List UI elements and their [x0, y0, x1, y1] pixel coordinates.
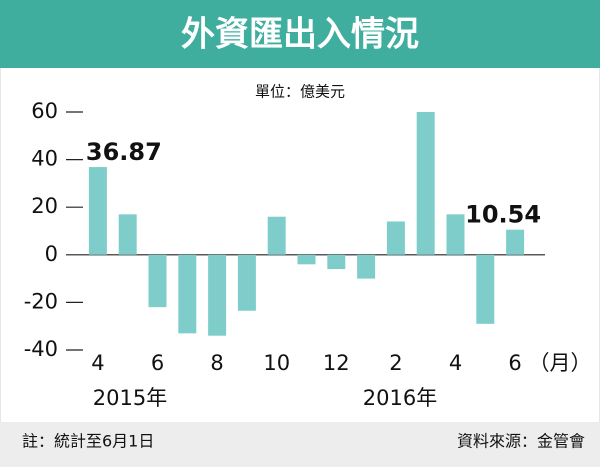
bar [386, 221, 405, 255]
value-label: 36.87 [86, 138, 162, 166]
x-tick-label: 4 [449, 351, 462, 375]
bar [476, 254, 495, 324]
x-tick-label: 2 [389, 351, 402, 375]
y-tick-label: -20 [24, 289, 58, 313]
subtitle: 單位：億美元 [255, 83, 345, 101]
y-tick-label: -40 [24, 337, 58, 361]
bar [327, 254, 346, 270]
bar [237, 254, 256, 311]
x-tick-label: 8 [210, 351, 223, 375]
bar [446, 214, 465, 255]
bar [357, 254, 376, 279]
bar [148, 254, 167, 308]
bar [267, 216, 286, 255]
bar [118, 214, 137, 255]
bar [208, 254, 227, 336]
x-unit: （月） [529, 351, 592, 375]
year-label: 2016年 [363, 386, 437, 410]
bar [88, 167, 107, 255]
bar [297, 254, 316, 265]
bar [506, 229, 525, 255]
y-tick-label: 60 [31, 99, 58, 123]
chart-title: 外資匯出入情況 [181, 15, 419, 55]
x-tick-label: 12 [323, 351, 350, 375]
title-band [0, 0, 600, 68]
source: 資料來源：金管會 [457, 432, 585, 451]
y-tick-label: 0 [45, 242, 58, 266]
x-tick-label: 6 [151, 351, 164, 375]
x-tick-label: 10 [263, 351, 290, 375]
bar [416, 112, 435, 255]
footer-band [0, 422, 600, 467]
y-tick-label: 20 [31, 194, 58, 218]
x-tick-label: 4 [91, 351, 104, 375]
bar [178, 254, 197, 334]
y-tick-label: 40 [31, 147, 58, 171]
value-label: 10.54 [465, 201, 541, 229]
year-label: 2015年 [93, 386, 167, 410]
x-tick-label: 6 [508, 351, 521, 375]
footnote: 註：統計至6月1日 [22, 432, 154, 451]
